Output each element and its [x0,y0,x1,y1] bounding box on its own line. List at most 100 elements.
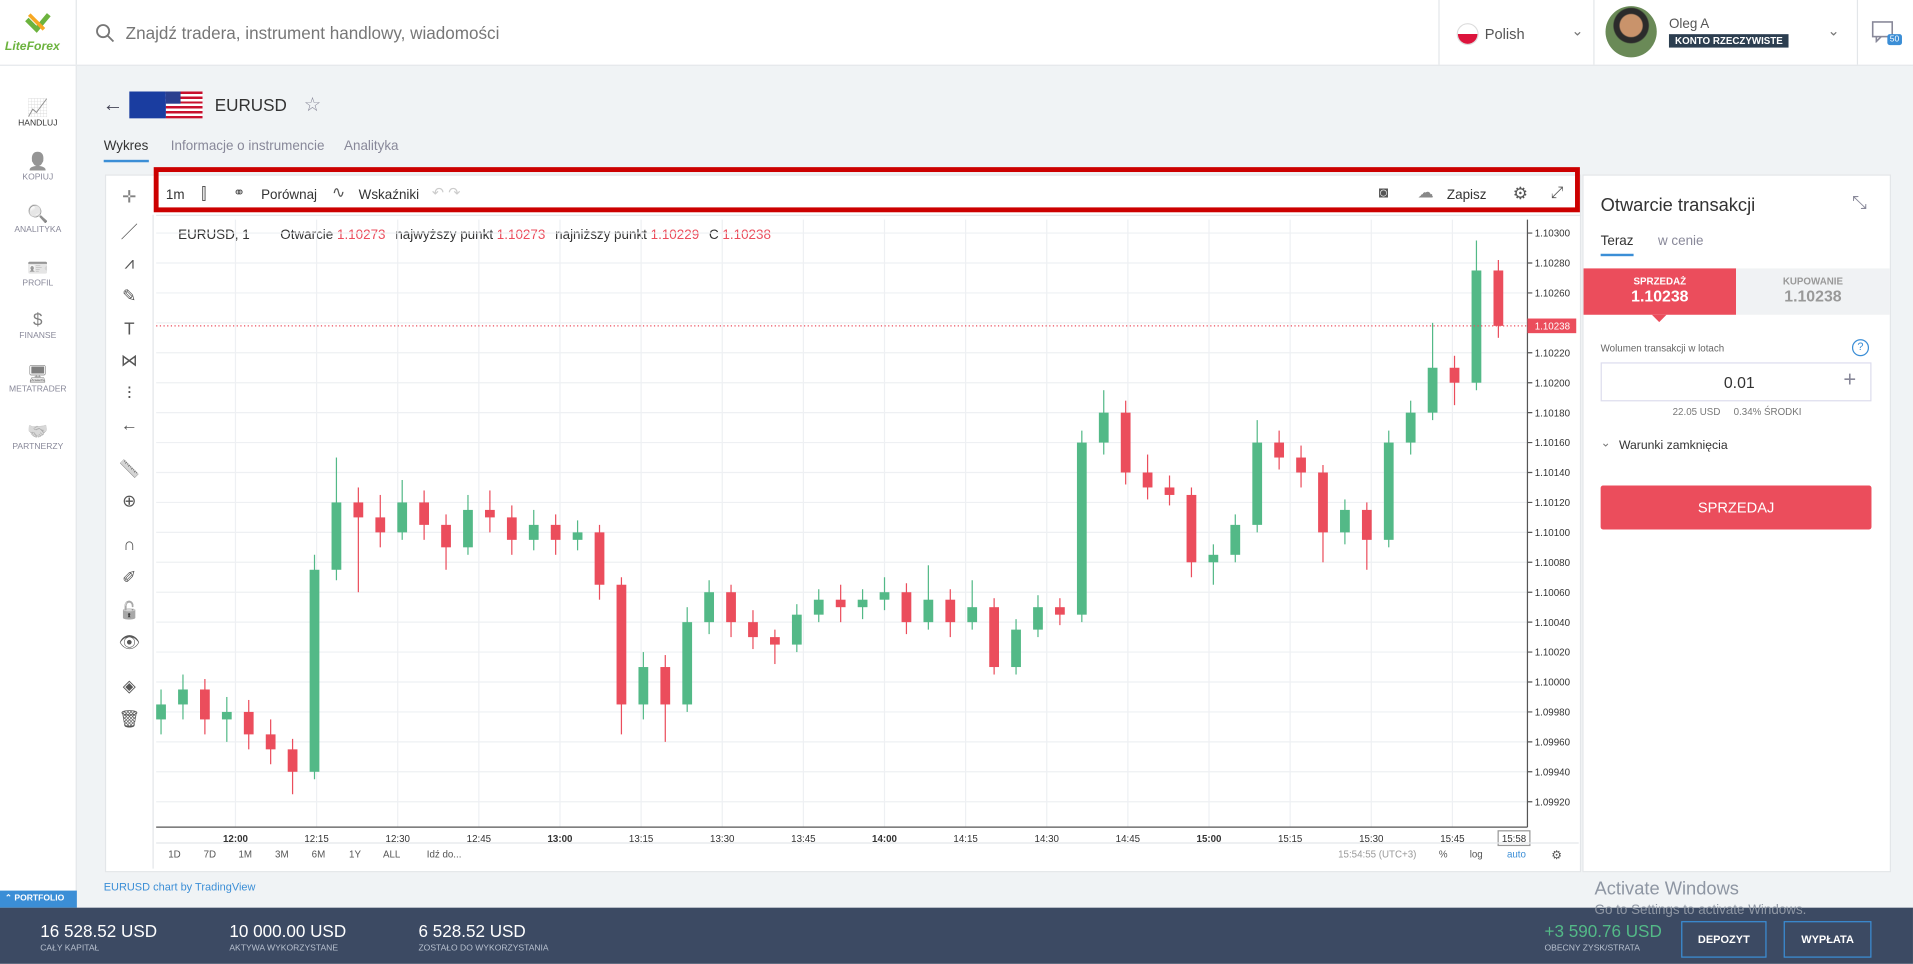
y-tick-label: 1.10220 [1535,348,1571,359]
drawing-tool[interactable]: ／ [120,222,138,242]
drawing-tool[interactable]: ◈ [122,675,136,696]
drawing-tool[interactable]: 👁 [118,631,141,652]
candle-body [835,599,846,608]
drawing-tool[interactable]: ⫶ [127,383,132,403]
drawing-tool[interactable]: ⋈ [120,350,138,370]
candle-body [945,599,956,623]
indicators[interactable]: Wskaźniki [358,187,420,203]
drawing-tool[interactable]: ✐ [122,567,137,587]
drawing-tool[interactable]: ← [120,414,138,435]
candle-body [1427,367,1438,413]
sell-box[interactable]: SPRZEDAŻ 1.10238 [1583,268,1737,323]
save[interactable]: Zapisz [1446,187,1487,203]
screenshot[interactable]: ◙ [1378,183,1389,202]
sidebar-icon: 📈 [27,97,49,118]
range-button[interactable]: 1Y [349,850,361,861]
notifications[interactable]: 50 [1856,0,1913,65]
volume-label: Wolumen transakcji w lotach [1600,342,1725,354]
candle-body [1076,442,1087,615]
close-conditions[interactable]: Warunki zamknięcia [1618,439,1728,453]
candle-body [1098,412,1109,443]
symbol: EURUSD [214,95,287,115]
drawing-tool[interactable]: ∩ [123,534,136,554]
sell-button[interactable]: SPRZEDAJ [1600,485,1872,530]
tab-now[interactable]: Teraz [1600,234,1634,257]
sidebar-item[interactable]: ANALITYKA [14,225,62,235]
plus[interactable]: + [1843,367,1857,392]
user-menu[interactable]: Oleg A KONTO RZECZYWISTE ⌄ [1593,0,1855,65]
stat-label: AKTYWA WYKORZYSTANE [229,944,339,953]
range-button[interactable]: ALL [383,850,401,861]
credit[interactable]: EURUSD chart by TradingView [103,880,256,894]
sidebar-item[interactable]: PARTNERZY [12,442,64,452]
log-toggle[interactable]: log [1470,850,1483,861]
x-tick-label: 12:15 [304,834,329,845]
tab-chart[interactable]: Wykres [103,139,149,163]
logo[interactable]: LiteForex [0,0,77,65]
interval[interactable]: 1m [165,187,185,203]
range-button[interactable]: Idź do... [427,850,462,861]
sidebar-item[interactable]: METATRADER [9,384,67,394]
drawing-tool[interactable]: ⩘ [124,252,135,273]
back-arrow[interactable]: ← [102,92,124,116]
range-button[interactable]: 3M [275,850,289,861]
deposit-button[interactable]: DEPOZYT [1681,921,1767,958]
x-tick-label: 14:30 [1035,834,1060,845]
y-tick-label: 1.10260 [1535,289,1571,300]
candle-body [989,607,1000,668]
candle-body [156,704,166,720]
expand[interactable]: ⤡ [1851,192,1867,214]
drawing-tool[interactable]: 🗑 [118,708,141,729]
portfolio-tab[interactable]: ⌃ PORTFOLIO [0,890,77,908]
footer-settings[interactable]: ⚙ [1551,848,1562,862]
y-tick-label: 1.10280 [1535,259,1571,270]
chart-style[interactable]: ⫿ [201,184,207,203]
drawing-tool[interactable]: ⊕ [122,490,137,510]
search-input[interactable]: Znajdź tradera, instrument handlowy, wia… [125,23,500,43]
sidebar-item[interactable]: PROFIL [22,278,54,288]
drawing-tool[interactable]: 📏 [118,458,140,479]
drawing-tool[interactable]: ✎ [122,285,137,305]
undo-redo[interactable]: ↶ ↷ [431,184,461,202]
candle-body [923,599,934,623]
profit-label: OBECNY ZYSK/STRATA [1544,944,1640,953]
buy-box[interactable]: KUPOWANIE 1.10238 [1736,268,1890,315]
fullscreen[interactable]: ⤢ [1550,183,1564,202]
sidebar-item[interactable]: KOPIUJ [22,172,54,182]
volume-input[interactable]: 0.01 + [1600,362,1872,402]
auto-toggle[interactable]: auto [1507,850,1527,861]
tab-analytics[interactable]: Analityka [344,139,399,154]
buy-price: 1.10238 [1784,286,1842,305]
flag-us [165,91,203,119]
x-tick-label: 14:00 [872,834,898,845]
sidebar-icon: 🔍 [27,203,49,224]
language-select[interactable]: Polish ⌄ [1438,0,1595,65]
sidebar-item[interactable]: HANDLUJ [18,119,58,129]
candle-body [287,749,298,772]
flag-pl [1457,24,1478,44]
range-button[interactable]: 6M [312,850,326,861]
help[interactable]: ? [1851,339,1870,357]
tab-price[interactable]: w cenie [1657,234,1704,249]
y-tick-label: 1.10020 [1535,648,1571,659]
sidebar-item[interactable]: FINANSE [19,331,57,341]
drawing-tool[interactable]: ✛ [122,186,137,207]
avatar [1605,6,1657,58]
watermark-title: Activate Windows [1594,878,1739,900]
drawing-tool[interactable]: 🔓 [118,600,140,620]
x-tick-label: 15:00 [1197,834,1223,845]
drawing-tool[interactable]: T [124,318,135,338]
range-button[interactable]: 1M [238,850,252,861]
stat-value: 6 528.52 USD [418,921,526,941]
compare[interactable]: Porównaj [261,187,318,203]
tab-info[interactable]: Informacje o instrumencie [170,139,325,154]
percent-toggle[interactable]: % [1439,850,1448,861]
legend-close-label: C [708,228,719,243]
y-tick-label: 1.10140 [1535,468,1571,479]
settings[interactable]: ⚙ [1512,183,1529,203]
range-button[interactable]: 7D [204,850,216,861]
range-button[interactable]: 1D [168,850,180,861]
withdraw-button[interactable]: WYPŁATA [1783,921,1872,958]
favorite-star[interactable]: ☆ [303,95,322,116]
